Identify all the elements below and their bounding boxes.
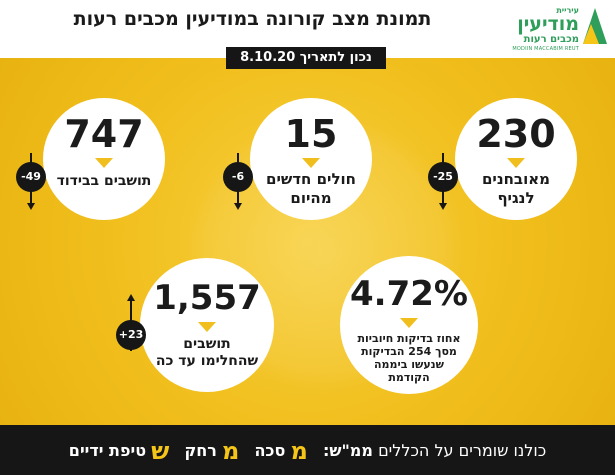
arrow-down-icon xyxy=(27,203,35,210)
city-logo: עיריית מודיעין מכבים רעות MODIIN MACCABI… xyxy=(509,6,609,54)
stat-card-positive-rate: 4.72% אחוז בדיקות חיוביות מסך 254 הבדיקו… xyxy=(340,256,478,394)
footer-intro: כולנו שומרים על הכללים xyxy=(378,440,547,460)
arrow-down-icon xyxy=(439,203,447,210)
logo-inner-triangle-icon xyxy=(583,24,599,44)
delta-badge-recovered: +23 xyxy=(116,320,146,350)
stat-label-isolation-line1: תושבים בבידוד xyxy=(56,173,152,189)
footer-distance-rest: רחק xyxy=(184,440,217,460)
logo-main-text: מודיעין xyxy=(517,13,579,35)
stat-value-isolation: 747 xyxy=(64,112,144,156)
arrow-up-icon xyxy=(127,294,135,301)
stat-value-verified: 230 xyxy=(476,112,556,156)
logo-small-text: עיריית xyxy=(556,6,579,15)
stat-label-new-patients-line1: חולים חדשים xyxy=(266,170,356,188)
stat-label-recovered-line1: תושבים xyxy=(183,336,231,352)
stats-panel: 230 מאובחנים לנגיף -25 15 חולים חדשים מה… xyxy=(0,58,615,425)
stat-label-recovered-line2: שהחלימו עד כה xyxy=(155,353,259,369)
footer-hygiene-letter: ש xyxy=(151,436,170,465)
stat-label-verified-line1: מאובחנים xyxy=(481,170,551,188)
stat-card-recovered: 1,557 תושבים שהחלימו עד כה xyxy=(140,258,274,392)
delta-badge-verified: -25 xyxy=(428,162,458,192)
stat-label-positive-rate-line3: שנעשו ביממה xyxy=(373,358,445,371)
logo-english-text: MODIIN MACCABIM REUT xyxy=(512,46,579,52)
stat-label-verified-line2: לנגיף xyxy=(497,189,535,207)
stat-label-new-patients-line2: מהיום xyxy=(290,189,332,207)
footer-mms: ממ"ש: xyxy=(322,440,373,460)
logo-sub-text: מכבים רעות xyxy=(523,34,579,45)
footer-rules-banner: כולנו שומרים על הכללים ממ"ש: מ סכה מ רחק… xyxy=(0,425,615,475)
delta-badge-isolation: -49 xyxy=(16,162,46,192)
footer-hygiene-rest: טיפת ידיים xyxy=(68,440,147,460)
stat-card-new-patients: 15 חולים חדשים מהיום xyxy=(250,98,372,220)
pointer-triangle-icon xyxy=(95,158,113,168)
stat-value-new-patients: 15 xyxy=(284,112,338,156)
page-title: תמונת מצב קורונה במודיעין מכבים רעות xyxy=(73,8,432,30)
pointer-triangle-icon xyxy=(302,158,320,168)
stat-label-positive-rate-line4: הקודמת xyxy=(388,371,430,384)
stat-card-verified: 230 מאובחנים לנגיף xyxy=(455,98,577,220)
stat-label-positive-rate-line1: אחוז בדיקות חיוביות xyxy=(357,332,461,345)
stat-card-isolation: 747 תושבים בבידוד xyxy=(43,98,165,220)
stat-label-positive-rate-line2: מסך 254 הבדיקות xyxy=(361,345,457,358)
stat-value-positive-rate: 4.72% xyxy=(350,274,468,314)
delta-badge-new-patients: -6 xyxy=(223,162,253,192)
footer-distance-letter: מ xyxy=(221,436,240,465)
date-badge: נכון לתאריך 8.10.20 xyxy=(226,47,386,69)
stat-value-recovered: 1,557 xyxy=(153,278,261,318)
pointer-triangle-icon xyxy=(400,318,418,328)
footer-mask-rest: סכה xyxy=(254,440,286,460)
pointer-triangle-icon xyxy=(198,322,216,332)
footer-mask-letter: מ xyxy=(290,436,308,465)
arrow-down-icon xyxy=(234,203,242,210)
pointer-triangle-icon xyxy=(507,158,525,168)
